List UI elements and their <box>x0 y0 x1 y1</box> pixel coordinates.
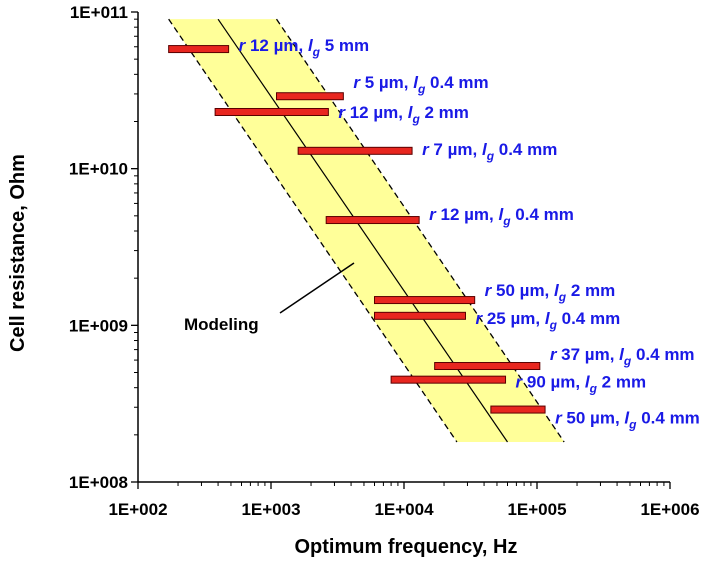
range-labels: r 12 µm, lg 5 mm r 5 µm, lg 0.4 mm r 12 µm… <box>239 36 700 431</box>
modeling-lower-bound <box>168 18 458 443</box>
x-tick-label: 1E+003 <box>241 500 300 519</box>
modeling-band <box>168 18 565 443</box>
y-tick-label: 1E+011 <box>70 3 128 22</box>
range-bar <box>373 311 466 320</box>
range-bar <box>390 375 507 384</box>
range-label: r 50 µm, lg 2 mm <box>485 281 616 304</box>
axes: 1E+002 1E+003 1E+004 1E+005 1E+006 1E+008 1E+0… <box>69 3 700 519</box>
range-bar <box>297 146 413 155</box>
range-bar <box>434 362 541 371</box>
range-label: r 25 µm, lg 0.4 mm <box>475 309 620 332</box>
range-label: r 12 µm, lg 5 mm <box>239 36 370 59</box>
range-bars <box>168 45 546 414</box>
range-label: r 12 µm, lg 0.4 mm <box>429 205 574 228</box>
range-label: r 37 µm, lg 0.4 mm <box>550 345 695 368</box>
y-axis-title: Cell resistance, Ohm <box>7 154 29 352</box>
range-bar <box>276 92 344 101</box>
x-axis-title: Optimum frequency, Hz <box>295 536 518 558</box>
range-label: r 5 µm, lg 0.4 mm <box>353 73 488 96</box>
x-tick-label: 1E+006 <box>640 500 699 519</box>
annotation: Modeling <box>184 262 355 334</box>
range-label: r 12 µm, lg 2 mm <box>338 103 469 126</box>
range-bar <box>373 296 476 305</box>
range-bar <box>325 216 420 225</box>
range-label: r 50 µm, lg 0.4 mm <box>555 409 700 432</box>
modeling-upper-bound <box>275 18 565 443</box>
y-tick-label: 1E+010 <box>69 160 128 179</box>
modeling-band-fill <box>168 19 565 443</box>
y-tick-label: 1E+009 <box>69 316 128 335</box>
x-tick-label: 1E+004 <box>374 500 434 519</box>
range-bar <box>214 107 329 116</box>
y-tick-label: 1E+008 <box>69 473 128 492</box>
x-tick-label: 1E+005 <box>507 500 566 519</box>
modeling-annotation-label: Modeling <box>184 315 259 334</box>
range-label: r 90 µm, lg 2 mm <box>516 373 647 396</box>
range-bar <box>168 45 230 54</box>
modeling-center-line <box>217 18 508 443</box>
range-bar <box>490 405 546 414</box>
modeling-annotation-arrow <box>279 262 355 314</box>
x-tick-label: 1E+002 <box>108 500 167 519</box>
range-label: r 7 µm, lg 0.4 mm <box>422 140 557 163</box>
